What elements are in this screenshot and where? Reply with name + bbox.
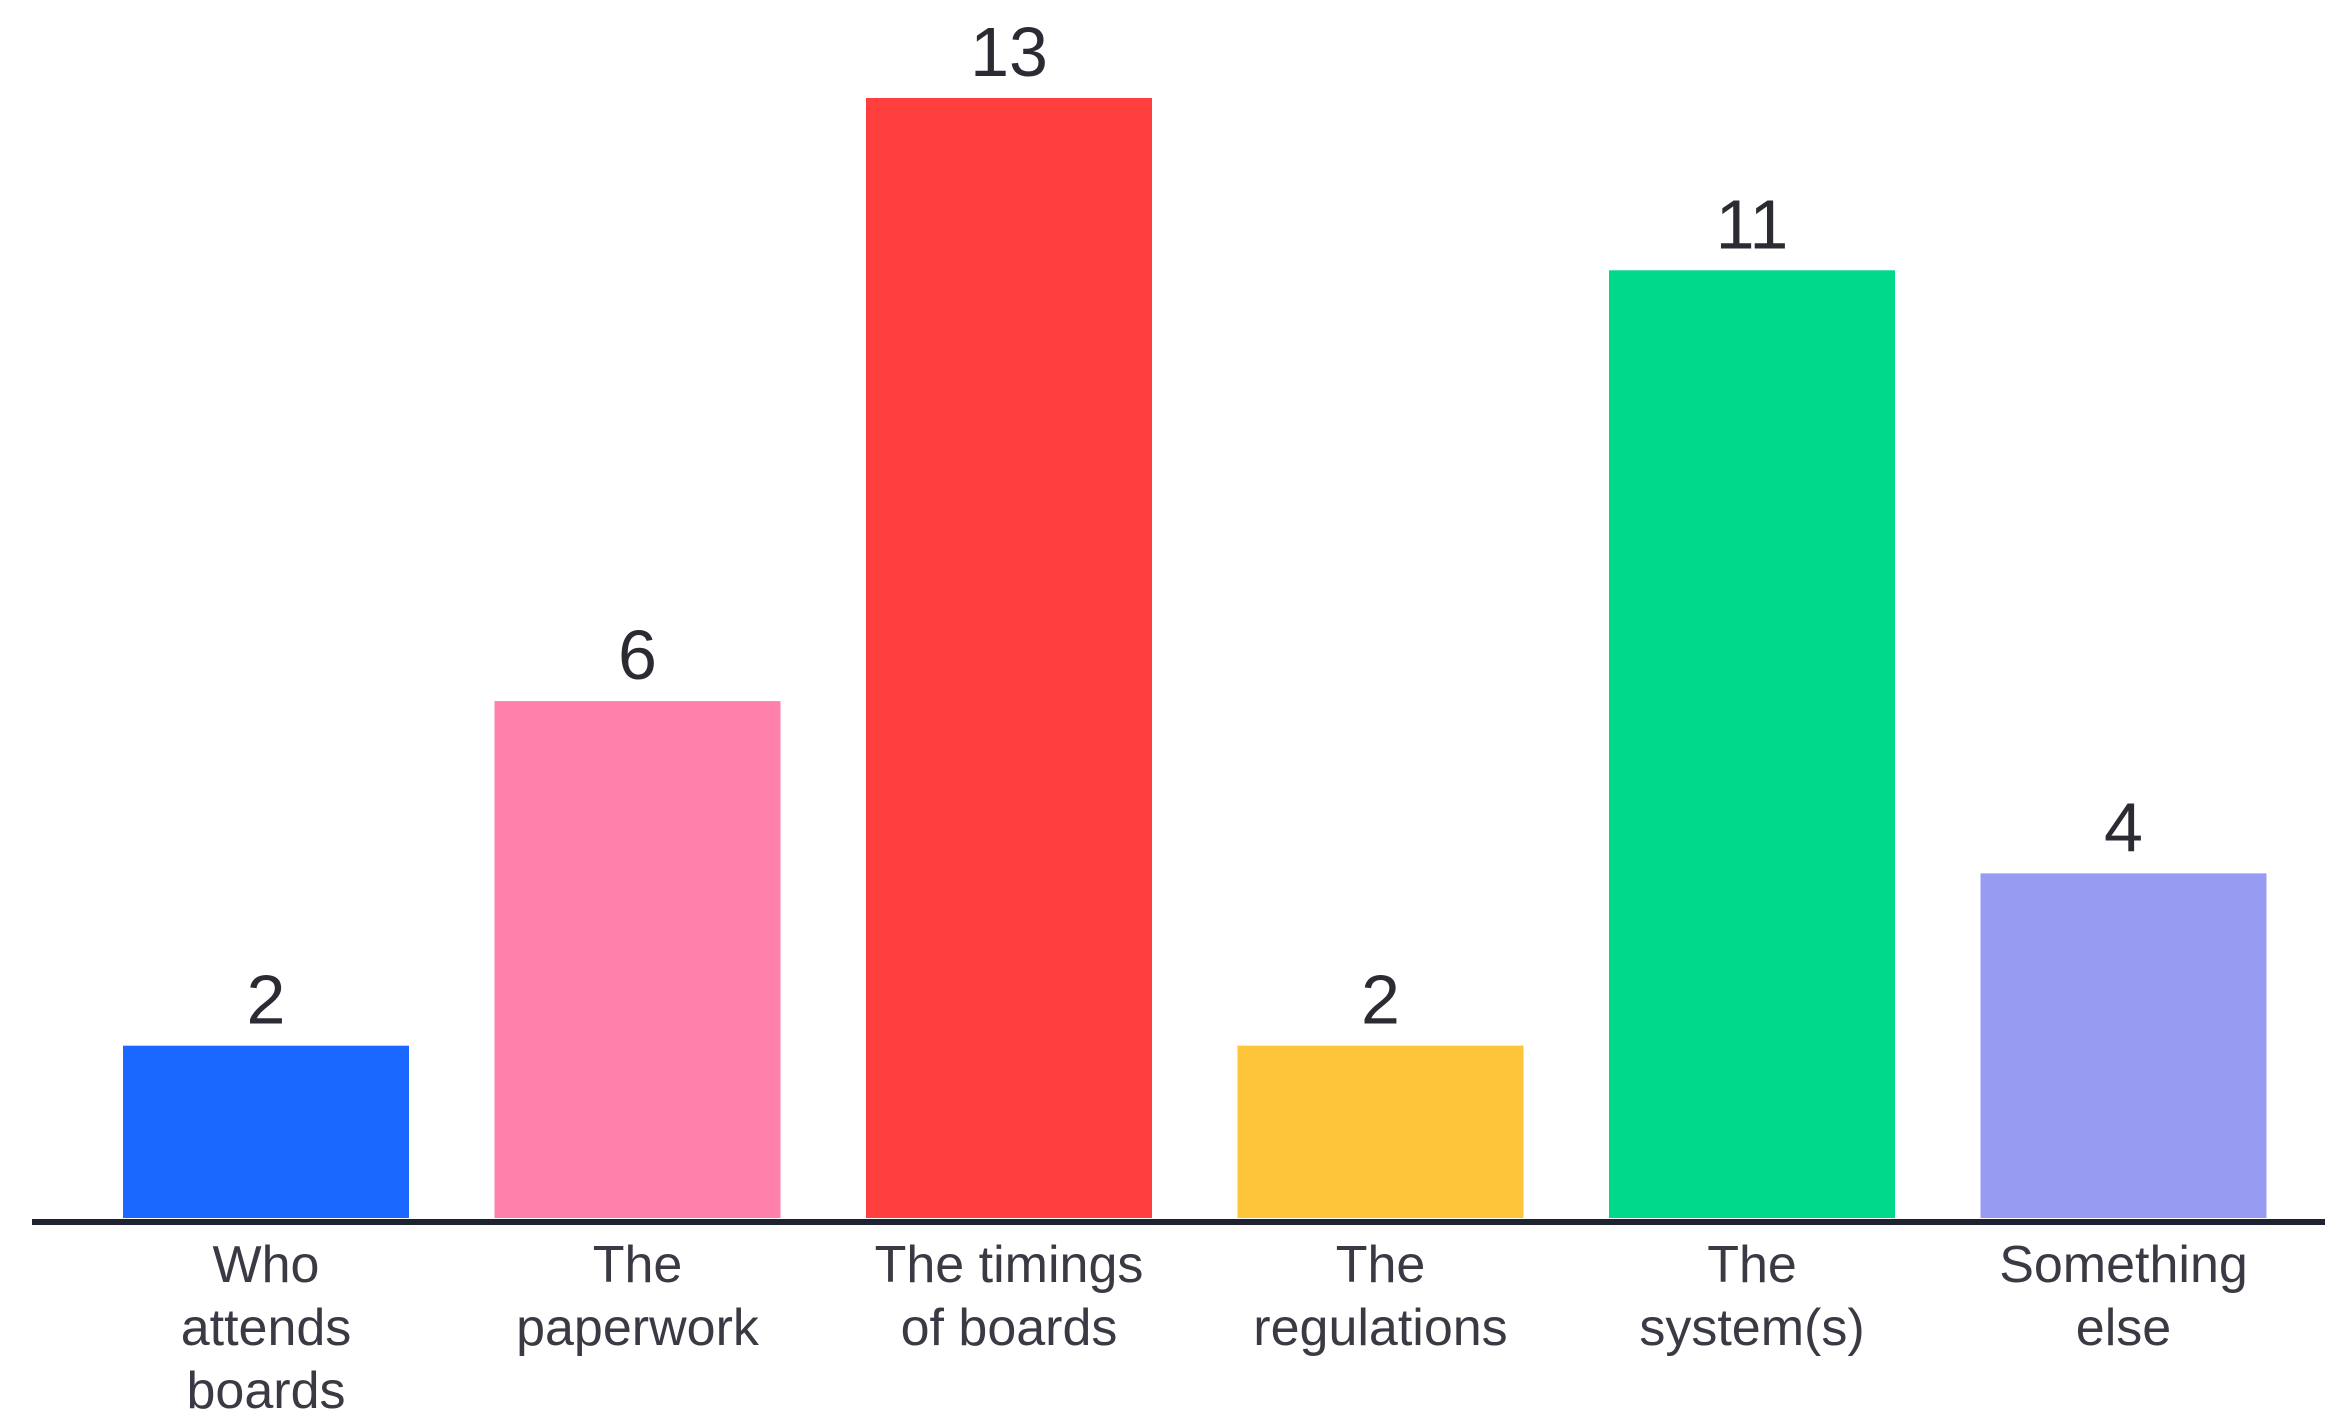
category-label-line: Who — [213, 1236, 320, 1294]
category-label-line: regulations — [1253, 1299, 1507, 1357]
category-label-line: system(s) — [1639, 1299, 1864, 1357]
bar-0 — [123, 1045, 409, 1218]
category-label-1: The paperwork — [516, 1236, 760, 1357]
value-labels-layer: 2 6 13 2 11 4 — [247, 13, 2143, 1039]
value-label-0: 2 — [247, 961, 286, 1039]
category-label-2: The timings of boards — [875, 1236, 1144, 1357]
category-label-5: Something else — [1999, 1236, 2248, 1357]
category-label-line: paperwork — [516, 1299, 760, 1357]
value-label-1: 6 — [618, 616, 657, 694]
category-label-line: else — [2076, 1299, 2171, 1357]
bar-5 — [1980, 873, 2267, 1218]
category-label-line: of boards — [901, 1299, 1118, 1357]
category-label-line: The timings — [875, 1236, 1144, 1294]
category-label-line: Something — [1999, 1236, 2248, 1294]
category-label-line: The — [1707, 1236, 1797, 1294]
bar-3 — [1237, 1045, 1524, 1218]
category-label-line: attends — [181, 1299, 352, 1357]
bars-layer — [123, 98, 2267, 1218]
category-label-line: The — [593, 1236, 683, 1294]
category-label-4: The system(s) — [1639, 1236, 1864, 1357]
category-label-line: The — [1336, 1236, 1426, 1294]
value-label-5: 4 — [2104, 788, 2143, 866]
value-label-4: 11 — [1716, 185, 1789, 263]
value-label-3: 2 — [1361, 961, 1400, 1039]
category-label-0: Who attends boards — [181, 1236, 352, 1414]
value-label-2: 13 — [970, 13, 1048, 91]
bar-1 — [494, 701, 781, 1218]
category-label-line: boards — [187, 1362, 346, 1414]
bar-4 — [1609, 270, 1895, 1218]
category-label-3: The regulations — [1253, 1236, 1507, 1357]
bar-2 — [866, 98, 1152, 1218]
